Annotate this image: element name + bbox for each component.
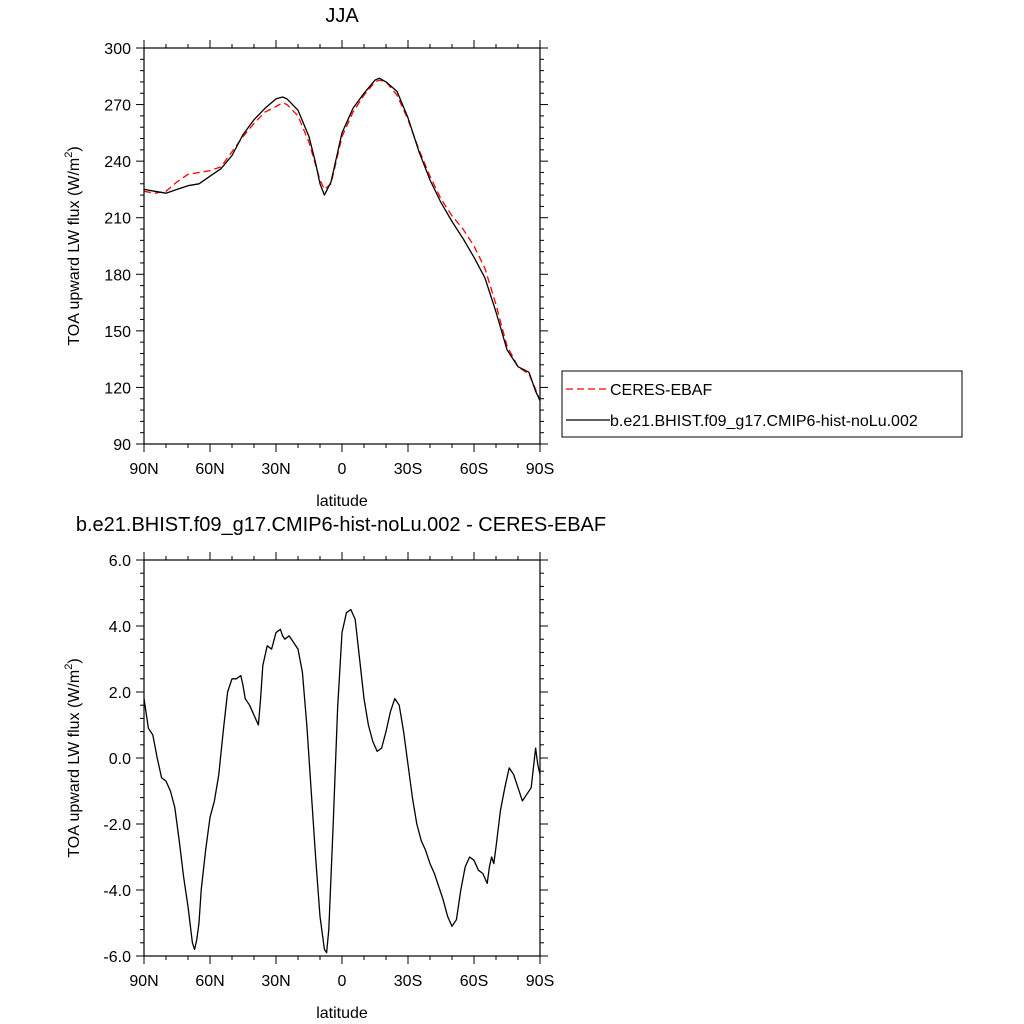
top-y-tick-label: 240 [104, 154, 131, 171]
bottom-tick-labels: 90N 60N 30N 0 30S 60S 90S 6.0 4.0 2.0 0.0 -2.0 -4.0 -… [103, 553, 554, 990]
bottom-x-tick-label: 60N [195, 973, 224, 990]
top-y-axis-label: TOA upward LW flux (W/m2) [63, 146, 83, 345]
top-x-tick-label: 60S [460, 461, 488, 478]
bottom-y-axis-label: TOA upward LW flux (W/m2) [63, 658, 83, 857]
legend-box [561, 370, 963, 438]
bottom-y-tick-label: 4.0 [109, 619, 131, 636]
bottom-series [143, 608, 541, 954]
bottom-x-tick-label: 30N [261, 973, 290, 990]
top-ticks [136, 40, 548, 452]
top-y-tick-label: 300 [104, 41, 131, 58]
top-y-tick-label: 120 [104, 380, 131, 397]
top-series [143, 77, 541, 401]
top-y-tick-label: 270 [104, 98, 131, 115]
top-series-line-1 [143, 77, 541, 401]
top-x-tick-label: 30N [261, 461, 290, 478]
bottom-series-line-0 [143, 608, 541, 954]
top-panel: JJA 90N 60N 30N 0 30S 60S 90S 90 120 150 180 210 240… [63, 5, 963, 510]
top-chart-title: JJA [325, 5, 359, 27]
top-x-tick-label: 90N [129, 461, 158, 478]
top-series-line-0 [143, 79, 541, 401]
bottom-plot-frame [143, 559, 541, 957]
top-y-tick-label: 150 [104, 324, 131, 341]
bottom-x-axis-label: latitude [316, 1005, 368, 1022]
bottom-y-tick-label: 6.0 [109, 553, 131, 570]
bottom-y-tick-label: -4.0 [103, 883, 131, 900]
legend: CERES-EBAF b.e21.BHIST.f09_g17.CMIP6-his… [561, 370, 963, 438]
top-y-tick-label: 90 [113, 437, 131, 454]
bottom-x-tick-label: 90N [129, 973, 158, 990]
top-x-tick-label: 90S [526, 461, 554, 478]
bottom-y-tick-label: -6.0 [103, 949, 131, 966]
bottom-ticks [136, 552, 548, 964]
top-plot-frame [143, 47, 541, 445]
top-x-axis-label: latitude [316, 493, 368, 510]
bottom-y-tick-label: 0.0 [109, 751, 131, 768]
bottom-panel: b.e21.BHIST.f09_g17.CMIP6-hist-noLu.002 … [63, 514, 606, 1022]
top-x-tick-label: 60N [195, 461, 224, 478]
legend-label-model: b.e21.BHIST.f09_g17.CMIP6-hist-noLu.002 [610, 413, 918, 430]
top-y-tick-label: 210 [104, 211, 131, 228]
legend-label-ceres: CERES-EBAF [610, 382, 712, 399]
top-x-tick-label: 0 [338, 461, 347, 478]
top-y-tick-label: 180 [104, 267, 131, 284]
bottom-y-tick-label: 2.0 [109, 685, 131, 702]
top-tick-labels: 90N 60N 30N 0 30S 60S 90S 90 120 150 180 210 240 270 3… [104, 41, 554, 478]
top-x-tick-label: 30S [394, 461, 422, 478]
bottom-x-tick-label: 90S [526, 973, 554, 990]
bottom-x-tick-label: 60S [460, 973, 488, 990]
bottom-chart-title: b.e21.BHIST.f09_g17.CMIP6-hist-noLu.002 … [76, 514, 606, 536]
bottom-x-tick-label: 0 [338, 973, 347, 990]
bottom-x-tick-label: 30S [394, 973, 422, 990]
bottom-y-tick-label: -2.0 [103, 817, 131, 834]
